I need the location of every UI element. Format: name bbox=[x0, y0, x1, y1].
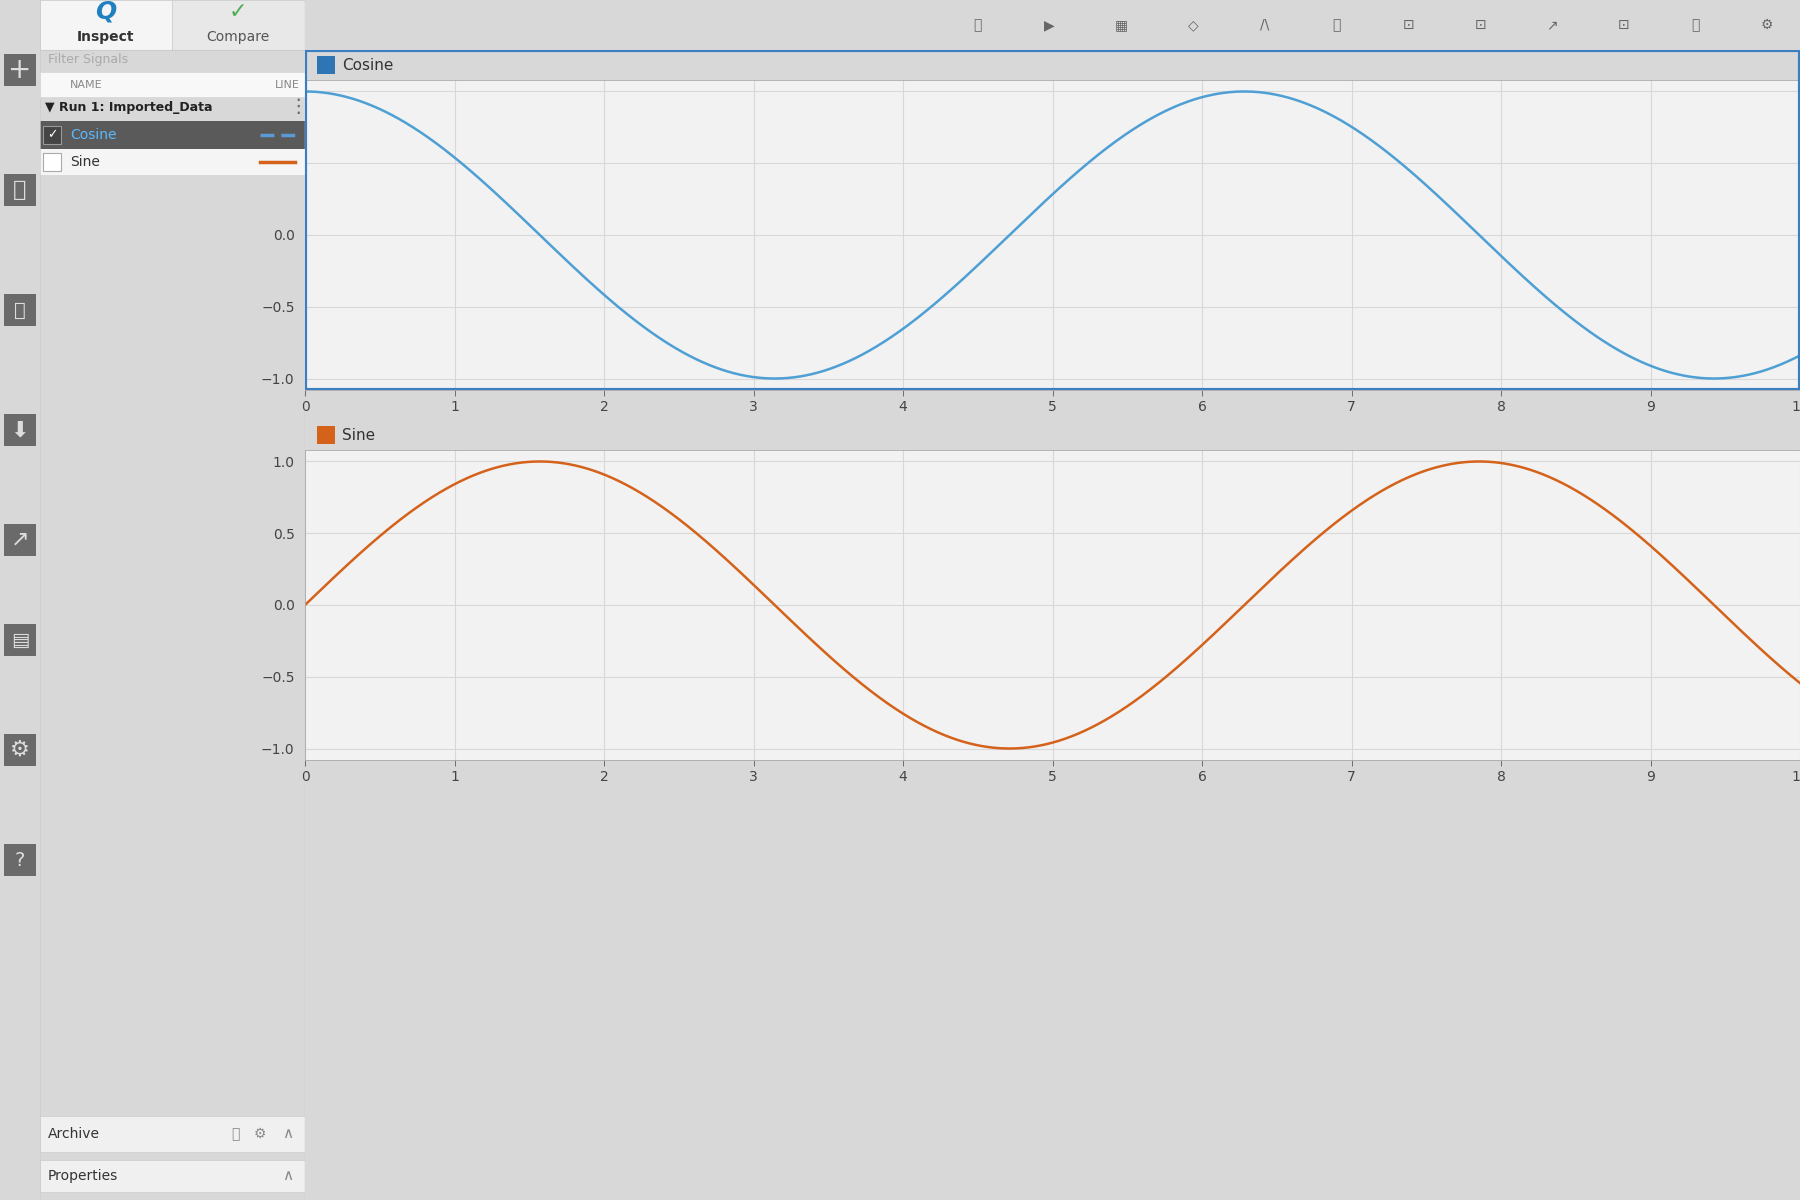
Text: ∧: ∧ bbox=[283, 1169, 293, 1183]
Text: +: + bbox=[9, 56, 32, 84]
Bar bbox=[4, 734, 36, 766]
Text: ?: ? bbox=[14, 851, 25, 870]
Text: ∧: ∧ bbox=[283, 1127, 293, 1141]
Bar bbox=[40, 1160, 304, 1192]
Bar bbox=[173, 0, 304, 50]
Bar bbox=[4, 524, 36, 556]
Text: ▼ Run 1: Imported_Data: ▼ Run 1: Imported_Data bbox=[45, 101, 212, 114]
Text: Cosine: Cosine bbox=[342, 58, 394, 72]
Bar bbox=[4, 414, 36, 446]
Text: Archive: Archive bbox=[49, 1127, 101, 1141]
Bar bbox=[4, 174, 36, 206]
Text: Compare: Compare bbox=[207, 30, 270, 44]
Text: ⊡: ⊡ bbox=[1402, 18, 1415, 32]
Bar bbox=[4, 844, 36, 876]
Text: Sine: Sine bbox=[342, 427, 376, 443]
Bar bbox=[4, 294, 36, 326]
Bar bbox=[317, 56, 335, 74]
Bar bbox=[40, 121, 304, 149]
Bar bbox=[40, 149, 304, 175]
Text: 🔍: 🔍 bbox=[1332, 18, 1341, 32]
Bar bbox=[40, 0, 173, 50]
Text: LINE: LINE bbox=[275, 80, 301, 90]
Text: Cosine: Cosine bbox=[70, 128, 117, 142]
Text: ▦: ▦ bbox=[1114, 18, 1129, 32]
Text: ▶: ▶ bbox=[1044, 18, 1055, 32]
Text: ↗: ↗ bbox=[11, 530, 29, 550]
Bar bbox=[43, 126, 61, 144]
Text: Filter Signals: Filter Signals bbox=[49, 54, 128, 66]
Bar bbox=[40, 1116, 304, 1152]
Bar bbox=[40, 73, 304, 97]
Text: Sine: Sine bbox=[70, 155, 99, 169]
Text: 💾: 💾 bbox=[14, 300, 25, 319]
Text: ⬇: ⬇ bbox=[11, 420, 29, 440]
Text: ▤: ▤ bbox=[11, 630, 29, 649]
Text: ✓: ✓ bbox=[47, 128, 58, 142]
Text: ◁: ◁ bbox=[290, 18, 301, 32]
Bar bbox=[4, 624, 36, 656]
Text: /\: /\ bbox=[1260, 18, 1269, 32]
Bar bbox=[317, 426, 335, 444]
Text: 🗀: 🗀 bbox=[13, 180, 27, 200]
Text: 📷: 📷 bbox=[1692, 18, 1699, 32]
Text: ↗: ↗ bbox=[1546, 18, 1557, 32]
Text: Q: Q bbox=[95, 0, 117, 24]
Text: NAME: NAME bbox=[70, 80, 103, 90]
Text: ✓: ✓ bbox=[229, 2, 247, 22]
Text: 🗑: 🗑 bbox=[230, 1127, 239, 1141]
Text: Inspect: Inspect bbox=[77, 30, 135, 44]
Text: ◇: ◇ bbox=[1188, 18, 1199, 32]
Text: ⊡: ⊡ bbox=[1474, 18, 1485, 32]
Bar bbox=[4, 54, 36, 86]
Text: ✋: ✋ bbox=[974, 18, 983, 32]
Text: ⚙: ⚙ bbox=[254, 1127, 266, 1141]
Bar bbox=[43, 152, 61, 170]
Text: ⚙: ⚙ bbox=[11, 740, 31, 760]
Text: ⚙: ⚙ bbox=[1760, 18, 1773, 32]
Text: Properties: Properties bbox=[49, 1169, 119, 1183]
Text: ⊡: ⊡ bbox=[1618, 18, 1629, 32]
Text: ⋮: ⋮ bbox=[288, 97, 308, 116]
